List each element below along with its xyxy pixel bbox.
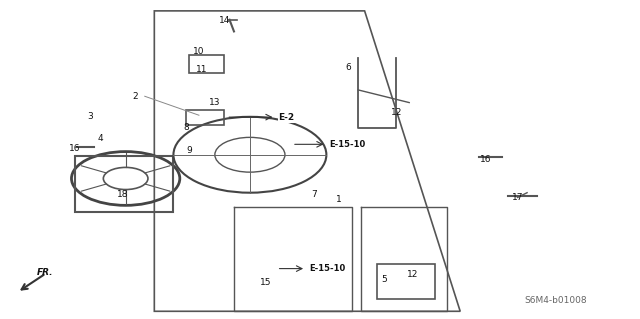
Text: 10: 10: [193, 48, 205, 56]
Text: 4: 4: [97, 134, 103, 144]
Text: E-15-10: E-15-10: [309, 264, 346, 273]
Text: 16: 16: [480, 155, 492, 164]
Text: 12: 12: [391, 108, 402, 116]
Text: 9: 9: [186, 145, 192, 154]
Text: 13: 13: [209, 98, 221, 107]
Text: 1: 1: [336, 195, 342, 204]
Text: 7: 7: [311, 190, 317, 199]
Text: E-15-10: E-15-10: [330, 140, 366, 149]
Text: 2: 2: [132, 92, 138, 101]
Text: 6: 6: [346, 63, 351, 72]
Text: 17: 17: [512, 193, 524, 202]
Text: S6M4-b01008: S6M4-b01008: [524, 296, 587, 305]
Text: 14: 14: [219, 16, 230, 25]
Text: 18: 18: [116, 190, 128, 199]
Text: 12: 12: [406, 271, 418, 279]
Text: 16: 16: [69, 144, 81, 153]
Text: E-2: E-2: [278, 113, 294, 122]
Text: 8: 8: [183, 123, 189, 132]
Text: 11: 11: [196, 65, 208, 74]
Text: 3: 3: [88, 112, 93, 121]
Text: FR.: FR.: [36, 268, 53, 277]
Text: 15: 15: [260, 278, 271, 287]
Text: 5: 5: [381, 275, 387, 284]
